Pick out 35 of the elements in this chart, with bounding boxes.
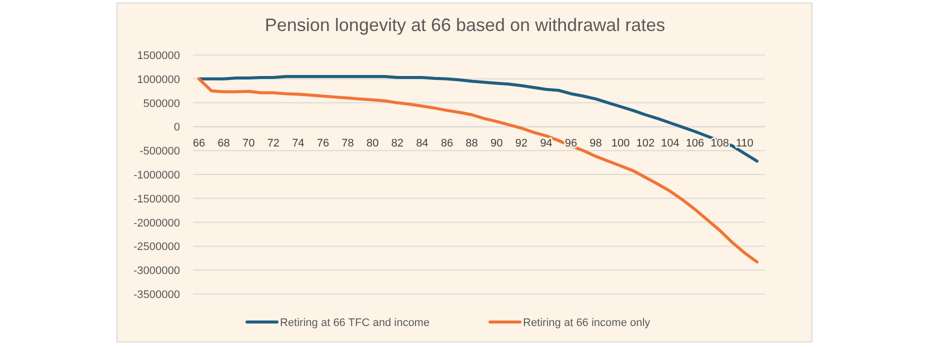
x-tick-label: 66 bbox=[192, 138, 206, 150]
x-tick-label: 80 bbox=[366, 138, 379, 150]
x-tick-label: 110 bbox=[736, 138, 754, 150]
x-tick-label: 102 bbox=[636, 138, 655, 150]
x-tick-label: 68 bbox=[218, 138, 230, 150]
x-tick-label: 104 bbox=[661, 138, 680, 150]
x-tick-label: 78 bbox=[342, 138, 354, 150]
x-tick-label: 82 bbox=[391, 138, 404, 150]
y-tick-label: -3500000 bbox=[134, 289, 180, 301]
legend-label: Retiring at 66 income only bbox=[523, 317, 651, 329]
y-tick-label: -2000000 bbox=[134, 217, 180, 230]
y-tick-label: -500000 bbox=[140, 146, 180, 158]
y-tick-label: -3000000 bbox=[134, 265, 180, 278]
x-tick-label: 86 bbox=[440, 138, 454, 150]
legend-label: Retiring at 66 TFC and income bbox=[280, 317, 430, 329]
x-tick-label: 72 bbox=[267, 138, 280, 150]
x-tick-label: 74 bbox=[292, 138, 304, 150]
y-tick-label: 1500000 bbox=[137, 50, 180, 62]
y-tick-label: -1000000 bbox=[134, 170, 180, 182]
y-tick-label: 500000 bbox=[143, 98, 180, 110]
x-tick-label: 98 bbox=[590, 138, 602, 150]
x-tick-label: 76 bbox=[316, 138, 330, 150]
chart-title: Pension longevity at 66 based on withdrawal rates bbox=[264, 15, 666, 35]
y-tick-label: 1000000 bbox=[137, 74, 180, 86]
x-tick-label: 90 bbox=[490, 138, 503, 150]
x-tick-label: 70 bbox=[242, 138, 255, 150]
x-tick-label: 88 bbox=[466, 138, 478, 150]
x-tick-label: 92 bbox=[515, 138, 528, 150]
y-tick-label: -2500000 bbox=[134, 241, 180, 254]
x-tick-label: 106 bbox=[686, 138, 704, 150]
x-tick-label: 84 bbox=[416, 138, 428, 150]
y-tick-label: -1500000 bbox=[134, 193, 180, 206]
y-tick-label: 0 bbox=[174, 122, 180, 134]
x-tick-label: 94 bbox=[540, 138, 552, 150]
x-tick-label: 100 bbox=[611, 138, 630, 150]
